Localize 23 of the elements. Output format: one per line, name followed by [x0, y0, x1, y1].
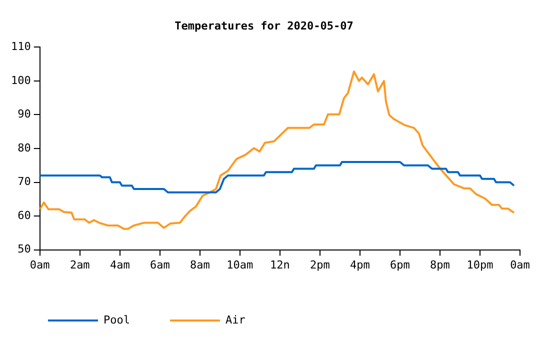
y-tick-label: 110	[10, 40, 31, 54]
x-tick-label: 12n	[270, 258, 290, 272]
x-tick-label: 10am	[226, 258, 254, 272]
legend-label: Air	[225, 313, 246, 326]
legend-label: Pool	[104, 313, 130, 326]
x-tick-label: 6pm	[390, 258, 410, 272]
x-tick-label: 8am	[190, 258, 210, 272]
y-tick-label: 80	[18, 141, 31, 154]
x-tick-label: 0am	[510, 258, 530, 272]
y-tick-label: 70	[18, 175, 31, 188]
x-tick-label: 4pm	[350, 258, 370, 272]
y-tick-label: 60	[18, 208, 31, 222]
y-tick-label: 90	[18, 108, 31, 121]
x-tick-label: 6am	[150, 258, 170, 272]
x-tick-label: 2pm	[310, 258, 330, 272]
x-tick-label: 0am	[30, 258, 50, 272]
y-tick-label: 50	[18, 242, 31, 256]
x-tick-label: 8pm	[430, 258, 450, 272]
x-tick-label: 2am	[70, 258, 90, 272]
x-tick-label: 4am	[110, 258, 130, 272]
x-tick-label: 10pm	[466, 258, 494, 272]
y-tick-label: 100	[10, 74, 31, 87]
chart-title: Temperatures for 2020-05-07	[174, 19, 354, 32]
